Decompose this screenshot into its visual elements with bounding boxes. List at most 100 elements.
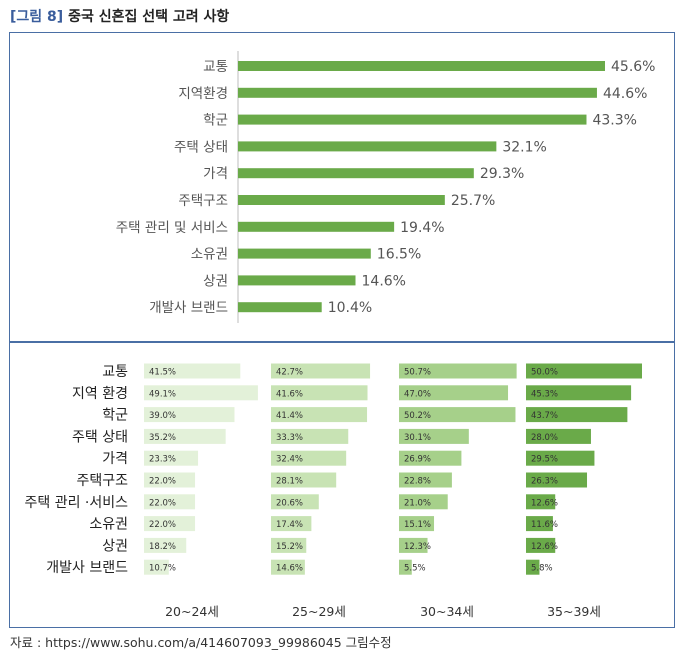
- bar: [271, 537, 307, 553]
- overall-chart-panel: 교통 45.6% 지역환경 44.6% 학군 43.3% 주택 상태 32.1% 가격 29.3%…: [9, 32, 675, 342]
- category-label: 상권: [102, 538, 128, 554]
- bar: [526, 385, 632, 401]
- data-label: 22.0%: [149, 477, 176, 487]
- category-label: 주택 상태: [174, 139, 228, 155]
- data-label: 11.6%: [531, 520, 558, 530]
- bar: [144, 407, 235, 423]
- category-label: 주택구조: [178, 193, 228, 209]
- category-label: 상권: [203, 273, 228, 289]
- figure-title: [그림 8] 중국 신혼집 선택 고려 사항: [10, 6, 229, 26]
- data-label: 32.4%: [276, 455, 303, 465]
- category-label: 학군: [203, 113, 228, 129]
- data-label: 30.1%: [404, 433, 431, 443]
- overall-bar-chart: 교통 45.6% 지역환경 44.6% 학군 43.3% 주택 상태 32.1% 가격 29.3%…: [116, 51, 655, 323]
- bar: [238, 302, 322, 313]
- data-label: 19.4%: [400, 220, 444, 236]
- data-label: 43.7%: [531, 411, 558, 421]
- category-label: 교통: [203, 59, 228, 75]
- data-label: 16.5%: [377, 247, 421, 263]
- data-label: 12.6%: [531, 498, 558, 508]
- age-group-label: 35~39세: [547, 604, 601, 619]
- age-group-label: 20~24세: [165, 604, 219, 619]
- data-label: 45.6%: [611, 59, 655, 75]
- bar: [144, 450, 199, 466]
- bar: [238, 114, 587, 125]
- bar: [399, 385, 509, 401]
- category-label: 소유권: [191, 247, 228, 263]
- data-label: 43.3%: [592, 113, 636, 129]
- bar: [399, 363, 517, 379]
- bar: [238, 195, 445, 205]
- data-label: 14.6%: [362, 273, 406, 289]
- category-label: 개발사 브랜드: [46, 560, 128, 576]
- category-label: 교통: [102, 364, 128, 380]
- age-group-label: 30~34세: [420, 604, 474, 619]
- data-label: 15.2%: [276, 542, 303, 552]
- data-label: 47.0%: [404, 389, 431, 399]
- bar: [399, 559, 412, 575]
- bar: [144, 363, 241, 379]
- bar: [144, 559, 169, 575]
- data-label: 28.1%: [276, 477, 303, 487]
- data-label: 29.3%: [480, 166, 524, 182]
- data-label: 35.2%: [149, 433, 176, 443]
- category-label: 학군: [102, 408, 128, 424]
- bar: [238, 168, 474, 179]
- category-label: 가격: [102, 451, 128, 467]
- data-label: 10.7%: [149, 564, 176, 574]
- category-label: 주택 관리 ·서비스: [24, 495, 128, 511]
- data-label: 49.1%: [149, 389, 176, 399]
- data-label: 41.4%: [276, 411, 303, 421]
- data-label: 22.8%: [404, 477, 431, 487]
- bar: [238, 141, 497, 152]
- data-label: 14.6%: [276, 564, 303, 574]
- data-label: 23.3%: [149, 455, 176, 465]
- category-label: 지역 환경: [72, 386, 128, 402]
- data-label: 15.1%: [404, 520, 431, 530]
- data-label: 20.6%: [276, 498, 303, 508]
- bar: [144, 472, 196, 488]
- bar: [526, 450, 595, 466]
- data-label: 26.9%: [404, 455, 431, 465]
- data-label: 5.5%: [404, 564, 426, 574]
- bar: [526, 407, 628, 423]
- bar: [144, 537, 187, 553]
- data-label: 32.1%: [502, 139, 546, 155]
- bar: [526, 537, 556, 553]
- data-label: 22.0%: [149, 498, 176, 508]
- bar: [238, 275, 356, 286]
- bar: [399, 494, 448, 510]
- bar: [399, 537, 428, 553]
- data-label: 39.0%: [149, 411, 176, 421]
- bar: [271, 450, 347, 466]
- bar: [399, 450, 462, 466]
- data-label: 29.5%: [531, 455, 558, 465]
- bar: [271, 516, 312, 532]
- bar: [526, 428, 591, 444]
- bar: [238, 248, 371, 259]
- data-label: 17.4%: [276, 520, 303, 530]
- data-label: 5.8%: [531, 564, 553, 574]
- data-label: 25.7%: [451, 193, 495, 209]
- data-label: 50.7%: [404, 368, 431, 378]
- data-label: 28.0%: [531, 433, 558, 443]
- figure-tag: [그림 8]: [10, 9, 64, 25]
- data-label: 26.3%: [531, 477, 558, 487]
- bar: [271, 385, 368, 401]
- data-label: 18.2%: [149, 542, 176, 552]
- data-label: 41.5%: [149, 368, 176, 378]
- bar: [271, 559, 305, 575]
- category-label: 지역환경: [178, 86, 228, 102]
- figure-title-text: 중국 신혼집 선택 고려 사항: [68, 9, 230, 25]
- bar: [399, 407, 516, 423]
- category-label: 주택구조: [76, 473, 128, 489]
- age-group-label: 25~29세: [292, 604, 346, 619]
- bar: [144, 494, 196, 510]
- data-label: 44.6%: [603, 86, 647, 102]
- bar: [271, 494, 319, 510]
- category-label: 개발사 브랜드: [149, 300, 228, 316]
- bar: [526, 516, 553, 532]
- bar: [399, 516, 435, 532]
- bar: [271, 407, 368, 423]
